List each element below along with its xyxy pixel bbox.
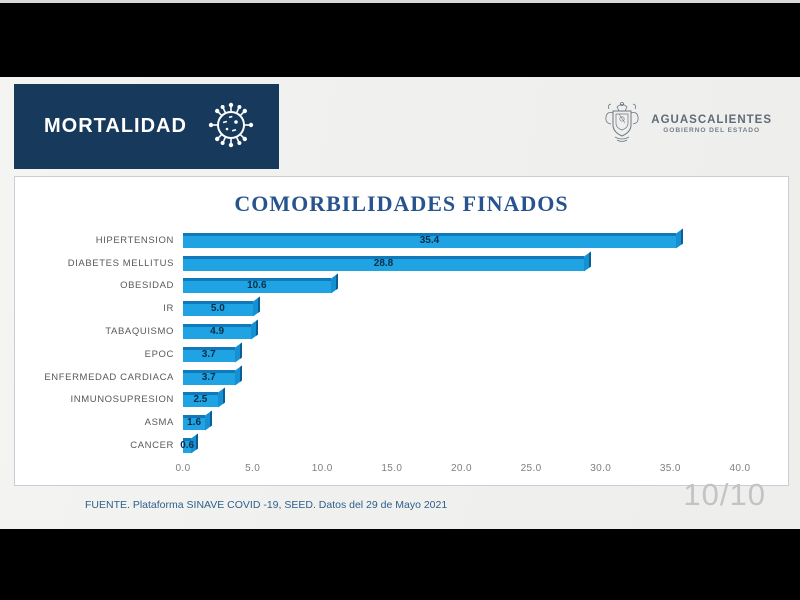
chart-title: COMORBILIDADES FINADOS	[234, 191, 569, 216]
bar: 28.8	[183, 251, 592, 272]
bar: 35.4	[183, 228, 683, 249]
state-subtitle: GOBIERNO DEL ESTADO	[663, 127, 761, 135]
bar-track: 0.6	[180, 433, 740, 454]
bar-row: INMUNOSUPRESION 2.5	[15, 388, 775, 412]
bar-row: OBESIDAD 10.6	[15, 274, 775, 298]
bar: 10.6	[183, 274, 338, 294]
bar-row: CANCER 0.6	[15, 433, 775, 457]
bar-value-label: 1.6	[187, 417, 202, 429]
coat-of-arms-icon	[601, 99, 643, 150]
bar-track: 35.4	[183, 228, 740, 249]
bar-value-label: 3.7	[201, 348, 216, 360]
bar-3d-cap	[675, 228, 683, 249]
category-label: IR	[163, 303, 174, 315]
bar-row: IR 5.0	[15, 296, 775, 320]
bar-value-label: 35.4	[419, 234, 440, 246]
bar-row: HIPERTENSION 35.4	[15, 228, 775, 252]
bar-track: 1.6	[183, 410, 740, 431]
bar-value-label: 28.8	[373, 257, 394, 269]
x-tick-label: 25.0	[520, 462, 542, 474]
category-label: OBESIDAD	[120, 280, 174, 292]
x-tick-label: 15.0	[381, 462, 403, 474]
category-label: ENFERMEDAD CARDIACA	[44, 371, 174, 383]
bar-track: 28.8	[183, 251, 740, 272]
section-header-banner: MORTALIDAD	[14, 84, 279, 169]
bar: 3.7	[183, 342, 242, 363]
bar-value-label: 4.9	[210, 326, 225, 338]
state-logo-text: AGUASCALIENTES GOBIERNO DEL ESTADO	[651, 114, 772, 135]
bar-row: DIABETES MELLITUS 28.8	[15, 251, 775, 275]
x-tick-label: 20.0	[450, 462, 473, 474]
bar-value-label: 2.5	[193, 394, 208, 406]
bar-value-label: 0.6	[180, 440, 195, 452]
bar-value-label: 10.6	[247, 280, 267, 292]
bar-track: 5.0	[183, 296, 740, 317]
bar-3d-cap	[584, 251, 592, 272]
x-axis: 0.0 5.0 10.0 15.0 20.0 25.0 30.0 35.0 40.0	[175, 462, 750, 479]
bar-track: 3.7	[183, 365, 740, 386]
bar-3d-cap	[252, 296, 260, 317]
bar-3d-cap	[205, 410, 213, 431]
bar-track: 2.5	[183, 388, 740, 408]
bar: 3.7	[183, 365, 242, 386]
presentation-slide: MORTALIDAD	[0, 77, 800, 529]
chart-card: COMORBILIDADES FINADOS HIPERTENSION 35.4 D…	[14, 176, 789, 486]
bar-track: 4.9	[183, 319, 740, 340]
bar-3d-cap	[217, 388, 225, 408]
category-label: DIABETES MELLITUS	[67, 257, 174, 269]
bar: 4.9	[183, 319, 259, 340]
category-label: ASMA	[144, 417, 174, 429]
source-note: FUENTE. Plataforma SINAVE COVID -19, SEE…	[85, 499, 448, 511]
x-tick-label: 40.0	[729, 462, 751, 474]
state-logo: AGUASCALIENTES GOBIERNO DEL ESTADO	[601, 99, 772, 150]
bar-track: 10.6	[183, 274, 740, 294]
category-label: CANCER	[130, 440, 174, 452]
bar-value-label: 3.7	[201, 371, 216, 383]
section-title: MORTALIDAD	[44, 115, 187, 137]
bar: 0.6	[180, 433, 199, 454]
virus-icon	[205, 98, 257, 155]
bar-value-label: 5.0	[210, 303, 225, 315]
bar-3d-cap	[234, 365, 242, 386]
bar: 5.0	[183, 296, 260, 317]
category-label: HIPERTENSION	[95, 234, 174, 246]
bar-track: 3.7	[183, 342, 740, 363]
bar-rows: HIPERTENSION 35.4 DIABETES MELLITUS 28.8 OBE…	[15, 228, 775, 457]
bar: 1.6	[183, 410, 213, 431]
bar-3d-cap	[330, 274, 338, 294]
x-tick-label: 10.0	[311, 462, 333, 474]
category-label: EPOC	[144, 348, 174, 360]
page-number: 10/10	[683, 477, 766, 512]
bar-row: ASMA 1.6	[15, 410, 775, 434]
bar-row: ENFERMEDAD CARDIACA 3.7	[15, 365, 775, 389]
x-tick-label: 30.0	[590, 462, 612, 474]
bar-3d-cap	[234, 342, 242, 363]
bar-chart: HIPERTENSION 35.4 DIABETES MELLITUS 28.8 OBE…	[15, 228, 775, 479]
bar-row: EPOC 3.7	[15, 342, 775, 366]
x-tick-label: 5.0	[245, 462, 261, 474]
top-edge-strip	[0, 0, 800, 3]
x-tick-label: 0.0	[175, 462, 191, 474]
bar: 2.5	[183, 388, 225, 408]
bar-row: TABAQUISMO 4.9	[15, 319, 775, 343]
state-name: AGUASCALIENTES	[651, 114, 772, 127]
bar-3d-cap	[251, 319, 259, 340]
category-label: TABAQUISMO	[105, 326, 174, 338]
category-label: INMUNOSUPRESION	[70, 394, 174, 406]
x-tick-label: 35.0	[659, 462, 681, 474]
